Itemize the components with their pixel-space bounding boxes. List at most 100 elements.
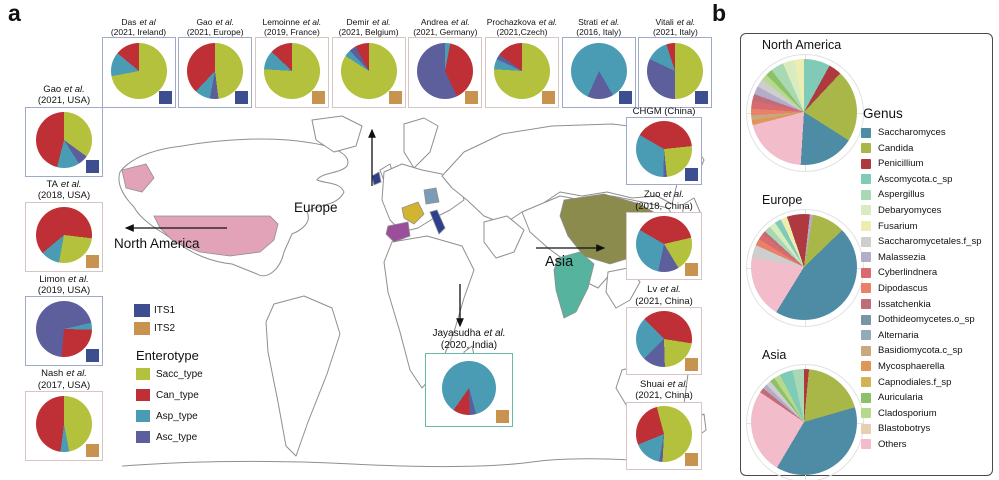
pie-chart (636, 216, 692, 273)
legend-item: Mycosphaerella (861, 361, 982, 372)
legend-item: Can_type (134, 389, 203, 401)
legend-item: Dothideomycetes.o_sp (861, 314, 982, 325)
study-pie-cell: Das et al (2021, Ireland) (101, 4, 176, 108)
pie-chart (751, 59, 857, 165)
its-marker (618, 91, 632, 104)
legend-label: Debaryomyces (878, 204, 942, 216)
legend-label: Auricularia (878, 392, 923, 404)
pie-chart (110, 42, 167, 99)
legend-item: Issatchenkia (861, 299, 982, 310)
legend-item: Saccharomycetales.f_sp (861, 236, 982, 247)
legend-swatch (861, 314, 871, 325)
its-marker (685, 357, 698, 371)
legend-item: ITS2 (134, 322, 175, 335)
study-label: Andrea et al. (2021, Germany) (413, 16, 478, 37)
legend-label: Alternaria (878, 329, 919, 341)
region-title: North America (762, 38, 842, 52)
legend-swatch (861, 377, 871, 387)
map-country-usa (153, 215, 279, 257)
its-marker (86, 444, 99, 458)
legend-swatch (861, 392, 871, 403)
legend-label: Blastobotrys (878, 423, 931, 435)
study-pie-box (331, 37, 406, 108)
study-pie-box (101, 37, 176, 108)
panel-b-label: b (712, 0, 727, 26)
study-pie-cell: Prochazkova et al. (2021,Czech) (485, 4, 560, 108)
its-legend: ITS1 ITS2 (134, 304, 175, 340)
study-label: Shuai et al. (2021, China) (635, 378, 693, 402)
legend-swatch (861, 408, 871, 419)
legend-label: Cladosporium (878, 407, 937, 419)
study-pie-cell: Lv et al. (2021, China) (626, 284, 702, 375)
region-block: North America (746, 38, 864, 172)
legend-label: Saccharomycetales.f_sp (878, 236, 982, 248)
legend-label: Basidiomycota.c_sp (878, 345, 963, 357)
legend-label: Others (878, 438, 907, 450)
legend-label: Saccharomyces (878, 127, 946, 138)
legend-item: Debaryomyces (861, 205, 982, 216)
study-pie-box (178, 37, 253, 108)
pie-chart (751, 214, 857, 320)
legend-item: Candida (861, 143, 982, 154)
map-country-spain (385, 221, 411, 243)
pie-gridlines (746, 364, 864, 480)
region-title: Asia (762, 348, 787, 362)
map-label-asia: Asia (545, 254, 574, 270)
study-pie-box (25, 201, 103, 272)
india-study-cell: Jayasudha et al. (2020, India) (413, 328, 525, 427)
study-pie-box (25, 391, 103, 462)
study-pie-box (25, 296, 103, 367)
legend-label: Candida (878, 142, 914, 154)
legend-swatch (861, 158, 871, 169)
legend-label: Fusarium (878, 220, 918, 232)
study-label: Vitali et al. (2021, Italy) (652, 16, 698, 37)
study-label: Limon et al. (2019, USA) (37, 273, 91, 296)
study-pie-box (254, 37, 329, 108)
study-pie-box (626, 401, 702, 470)
legend-label: Asc_type (156, 431, 198, 443)
pie-gridlines (746, 54, 864, 172)
legend-swatch (861, 439, 871, 450)
its-marker (86, 254, 99, 268)
legend-item: Sacc_type (134, 368, 203, 380)
legend-swatch (136, 410, 150, 422)
legend-label: Cyberlindnera (878, 267, 938, 279)
study-pie-box (485, 37, 560, 108)
pie-gridlines (746, 209, 864, 327)
legend-label: Sacc_type (156, 368, 203, 380)
legend-item: Basidiomycota.c_sp (861, 345, 982, 356)
its-marker (86, 349, 99, 363)
study-label: Demir et al. (2021, Belgium) (338, 16, 399, 37)
right-study-column: CHGM (China) Zuo et al. (2018, China) Lv e… (614, 106, 714, 470)
legend-label: Dothideomycetes.o_sp (878, 314, 975, 326)
legend-item: Asc_type (134, 431, 203, 443)
pie-chart (636, 310, 692, 367)
its-marker (542, 91, 556, 104)
study-pie-cell: Strati et al. (2016, Italy) (561, 4, 636, 108)
map-country-italy (429, 209, 446, 235)
study-label: Zuo et al. (2018, China) (635, 189, 693, 212)
its-marker (496, 410, 509, 423)
enterotype-legend-title: Enterotype (136, 348, 199, 363)
legend-swatch (136, 368, 150, 380)
legend-item: Others (861, 439, 982, 450)
study-pie-cell: Gao et al. (2021, USA) (25, 84, 103, 177)
legend-item: Fusarium (861, 221, 982, 232)
study-pie-cell: Limon et al. (2019, USA) (25, 274, 103, 367)
study-pie-box (25, 106, 103, 177)
study-pie-box (626, 306, 702, 375)
study-pie-box (408, 37, 483, 108)
pie-chart (187, 42, 244, 99)
study-label: CHGM (China) (632, 106, 696, 117)
legend-item: ITS1 (134, 304, 175, 317)
legend-swatch (861, 423, 871, 434)
legend-label: Penicillium (878, 158, 924, 170)
its-marker (158, 91, 172, 104)
legend-label: Mycosphaerella (878, 360, 945, 372)
legend-label: Malassezia (878, 251, 926, 263)
study-pie-box (626, 212, 702, 281)
legend-label: Ascomycota.c_sp (878, 173, 953, 185)
legend-swatch (134, 304, 150, 317)
legend-swatch (861, 252, 871, 263)
